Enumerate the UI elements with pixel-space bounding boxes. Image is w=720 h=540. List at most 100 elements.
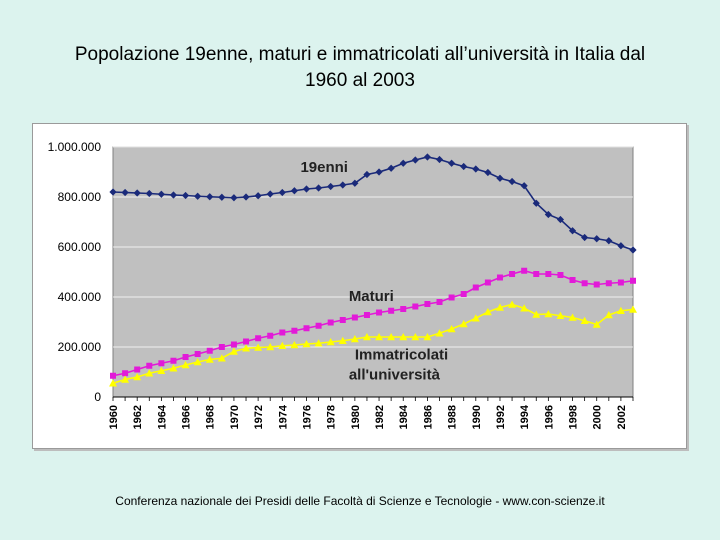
data-point: [194, 351, 201, 357]
x-tick-label: 1984: [398, 404, 410, 429]
title-line-1: Popolazione 19enne, maturi e immatricola…: [74, 44, 646, 65]
data-point: [484, 168, 492, 177]
x-tick-label: 1980: [350, 405, 362, 429]
data-point: [593, 281, 600, 288]
data-point: [109, 188, 117, 196]
data-point: [217, 354, 226, 362]
data-point: [496, 174, 504, 182]
data-point: [544, 210, 552, 219]
data-point: [315, 322, 322, 329]
data-point: [435, 329, 444, 337]
x-tick-label: 1996: [543, 405, 555, 429]
data-point: [181, 361, 190, 369]
data-point: [351, 179, 359, 187]
data-point: [532, 310, 541, 318]
data-point: [400, 306, 407, 312]
data-point: [495, 303, 504, 311]
x-tick-label: 1998: [568, 405, 580, 429]
data-point: [362, 333, 371, 341]
data-point: [182, 354, 189, 360]
x-tick-label: 1962: [132, 405, 144, 429]
data-point: [472, 284, 479, 291]
data-point: [448, 294, 455, 301]
data-point: [169, 191, 178, 199]
page-title: Popolazione 19enne, maturi e immatricola…: [40, 42, 680, 94]
data-point: [412, 303, 419, 310]
data-point: [157, 190, 165, 198]
data-point: [254, 343, 263, 351]
x-tick-label: 2000: [592, 405, 604, 429]
data-point: [568, 313, 577, 321]
y-tick-label: 0: [94, 390, 101, 404]
data-point: [388, 307, 395, 314]
data-point: [484, 279, 491, 286]
data-point: [193, 358, 202, 366]
series-label-immatricolati-2: all'università: [349, 367, 441, 384]
data-point: [375, 168, 383, 176]
series-label-maturi: Maturi: [349, 288, 394, 305]
data-point: [169, 364, 178, 372]
data-point: [533, 271, 540, 277]
data-point: [133, 189, 141, 197]
data-point: [423, 333, 432, 341]
data-point: [363, 312, 370, 318]
data-point: [375, 333, 384, 341]
data-point: [146, 362, 153, 369]
data-point: [545, 271, 552, 277]
data-point: [205, 355, 214, 363]
data-point: [291, 327, 298, 334]
data-point: [616, 306, 625, 314]
data-point: [630, 277, 636, 284]
data-point: [605, 237, 613, 245]
x-tick-label: 1978: [326, 405, 338, 429]
data-point: [411, 156, 419, 164]
title-line-2: 1960 al 2003: [305, 70, 415, 91]
data-point: [557, 272, 564, 278]
data-point: [303, 325, 310, 332]
data-point: [581, 280, 588, 287]
series-label-19enni: 19enni: [300, 159, 348, 176]
line-chart: 0 200.000 400.000 600.000 800.000 1.000.000 19…: [48, 140, 637, 429]
data-point: [218, 344, 225, 350]
data-point: [279, 329, 286, 336]
data-point: [339, 181, 347, 189]
data-point: [399, 333, 408, 341]
data-point: [472, 165, 480, 173]
data-point: [496, 274, 503, 281]
data-point: [520, 304, 529, 312]
data-point: [242, 344, 251, 352]
data-point: [376, 309, 383, 316]
series-3: [109, 300, 637, 387]
x-tick-label: 1990: [471, 405, 483, 429]
x-tick-label: 1988: [447, 405, 459, 429]
data-point: [629, 305, 637, 313]
data-point: [508, 300, 517, 308]
data-point: [447, 325, 456, 333]
data-point: [351, 314, 358, 321]
data-point: [399, 159, 407, 167]
x-tick-label: 1982: [374, 405, 386, 429]
data-point: [157, 366, 166, 374]
x-tick-label: 1992: [495, 405, 507, 429]
x-tick-label: 1974: [277, 404, 289, 429]
data-point: [411, 333, 420, 341]
data-point: [206, 347, 213, 354]
data-point: [363, 170, 371, 179]
data-point: [266, 190, 274, 198]
data-point: [593, 235, 601, 243]
data-point: [181, 191, 190, 200]
data-point: [520, 182, 528, 190]
data-point: [255, 335, 262, 342]
data-point: [460, 291, 467, 297]
data-point: [592, 320, 601, 328]
x-tick-label: 1964: [156, 404, 168, 429]
y-tick-label: 1.000.000: [48, 140, 102, 154]
data-point: [242, 193, 250, 201]
data-point: [327, 182, 335, 191]
data-point: [314, 339, 323, 347]
data-point: [521, 267, 528, 274]
x-tick-label: 1970: [229, 405, 241, 429]
data-point: [604, 311, 613, 319]
data-point: [580, 316, 589, 324]
data-point: [556, 215, 565, 224]
